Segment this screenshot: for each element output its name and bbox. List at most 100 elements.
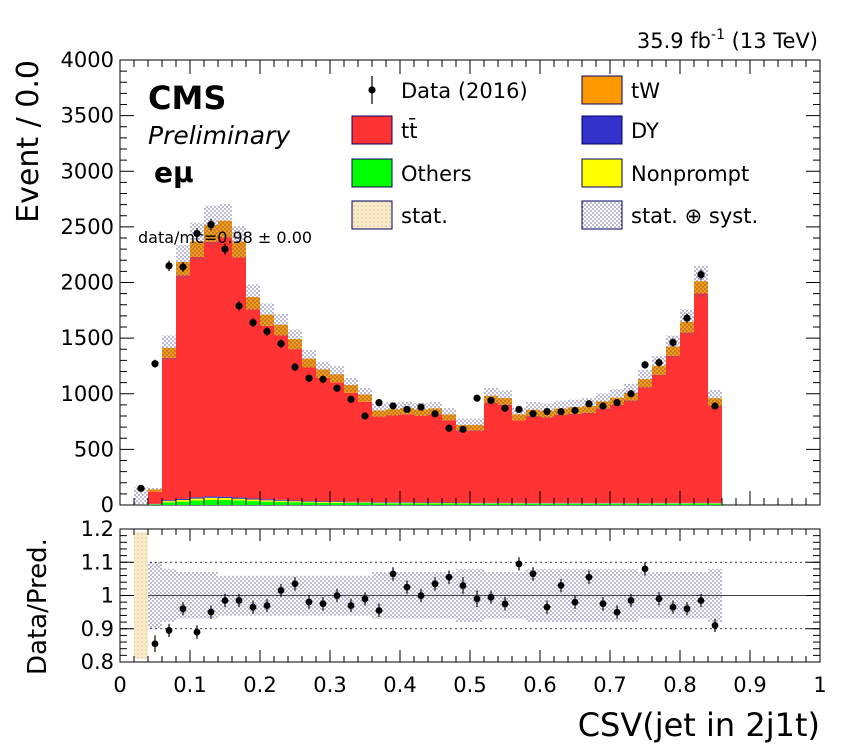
stack-bar-nonprompt-15	[358, 502, 372, 503]
stack-bar-tt-32	[596, 408, 610, 503]
data-point-36	[641, 361, 649, 369]
legend-label: Nonprompt	[631, 162, 749, 186]
stack-bar-dy-8	[260, 499, 274, 501]
legend-entry-3: DY	[581, 115, 659, 145]
ratio-point-25	[487, 593, 495, 601]
stack-bar-others-33	[610, 503, 624, 505]
legend-entry-7: stat. ⊕ syst.	[581, 200, 758, 230]
ratio-syst-band-34	[610, 568, 624, 623]
stack-bar-tt-25	[498, 404, 512, 503]
ratio-syst-band-4	[190, 572, 204, 619]
stack-bar-others-7	[246, 501, 260, 505]
stack-bar-others-4	[204, 499, 218, 505]
data-point-20	[417, 403, 425, 411]
stack-bar-tt-11	[302, 367, 316, 501]
syst-band-bin-14	[344, 377, 358, 393]
ratio-point-23	[459, 582, 467, 589]
ratio-point-19	[403, 583, 411, 591]
ratio-point-3	[179, 605, 187, 613]
stack-bar-nonprompt-8	[260, 500, 274, 502]
stack-bar-nonprompt-3	[190, 498, 204, 501]
syst-band-bin-35	[638, 370, 652, 388]
experiment-label: CMS	[148, 79, 226, 117]
data-point-38	[669, 338, 677, 347]
stack-bar-others-26	[512, 503, 526, 505]
syst-band-bin-10	[288, 329, 302, 350]
data-point-39	[683, 314, 691, 322]
stack-bar-dy-7	[246, 498, 260, 500]
stack-bar-dy-13	[330, 501, 344, 502]
ratio-syst-band-19	[400, 572, 414, 619]
stack-bar-others-11	[302, 502, 316, 505]
data-point-17	[375, 399, 383, 407]
stack-bar-nonprompt-11	[302, 501, 316, 503]
y-tick-label: 2000	[61, 271, 114, 295]
stack-bar-tt-7	[246, 309, 260, 499]
legend-entry-2: tt̄	[351, 115, 417, 145]
legend-label: DY	[631, 119, 659, 143]
stack-bar-tt-22	[456, 430, 470, 503]
stack-bar-tt-18	[400, 414, 414, 503]
syst-band-bin-1	[162, 335, 176, 361]
stack-bar-others-24	[484, 503, 498, 505]
stack-bar-others-14	[344, 502, 358, 505]
stack-bar-dy-1	[162, 500, 176, 502]
stack-bar-tt-33	[610, 404, 624, 503]
syst-band-bin-21	[442, 408, 456, 421]
stack-bar-others-19	[414, 503, 428, 505]
syst-band-bin-40	[708, 389, 722, 407]
syst-band-bin-13	[330, 366, 344, 383]
x-tick-label: 0.7	[593, 673, 626, 697]
ratio-point-33	[599, 600, 607, 608]
stack-bar-others-31	[582, 503, 596, 505]
data-point-41	[711, 402, 719, 410]
legend-swatch	[581, 158, 623, 188]
stack-bar-others-32	[596, 503, 610, 505]
stack-bar-nonprompt-13	[330, 501, 344, 503]
stack-bar-tt-5	[218, 237, 232, 497]
ratio-point-31	[571, 598, 579, 606]
data-point-33	[599, 402, 607, 410]
stack-bar-dy-3	[190, 497, 204, 499]
stack-bar-others-29	[554, 503, 568, 505]
ratio-point-38	[669, 603, 677, 611]
data-point-21	[431, 410, 439, 418]
stack-bar-tt-38	[680, 332, 694, 503]
ratio-y-tick-label: 1.1	[81, 550, 114, 574]
stack-bar-dy-17	[386, 502, 400, 503]
ratio-y-tick-label: 1	[101, 584, 114, 608]
stack-bar-nonprompt-20	[428, 502, 442, 504]
ratio-panel-content	[120, 532, 820, 659]
ratio-y-axis-title: Data/Pred.	[23, 538, 53, 675]
stack-bar-others-0	[148, 504, 162, 505]
ratio-point-6	[221, 597, 229, 604]
ratio-point-26	[501, 600, 509, 608]
stack-bar-tt-10	[288, 349, 302, 501]
stack-bar-dy-6	[232, 497, 246, 499]
legend-label: Data (2016)	[401, 79, 528, 103]
legend-label: stat. ⊕ syst.	[631, 204, 758, 228]
y-tick-label: 500	[74, 437, 114, 461]
data-point-24	[473, 394, 481, 402]
ratio-note: data/mc=0.98 ± 0.00	[138, 228, 312, 247]
ratio-syst-band-11	[288, 575, 302, 616]
legend-entry-0: Data (2016)	[368, 76, 528, 104]
ratio-point-2	[165, 627, 173, 634]
ratio-syst-band-39	[680, 572, 694, 619]
channel-label: eμ	[154, 156, 194, 189]
ratio-point-30	[557, 582, 565, 589]
ratio-point-28	[529, 570, 537, 578]
syst-band-bin-5	[218, 203, 232, 238]
stack-bar-tt-24	[484, 402, 498, 503]
stack-bar-dy-12	[316, 501, 330, 502]
stack-bar-tt-9	[274, 335, 288, 500]
stack-bar-dy-2	[176, 498, 190, 500]
stack-bar-nonprompt-4	[204, 497, 218, 500]
legend-entry-1: tW	[581, 75, 660, 105]
legend-swatch	[581, 115, 623, 145]
syst-band-bin-16	[372, 403, 386, 418]
stack-bar-nonprompt-5	[218, 497, 232, 500]
data-point-22	[445, 424, 453, 432]
stack-bar-tt-16	[372, 416, 386, 503]
